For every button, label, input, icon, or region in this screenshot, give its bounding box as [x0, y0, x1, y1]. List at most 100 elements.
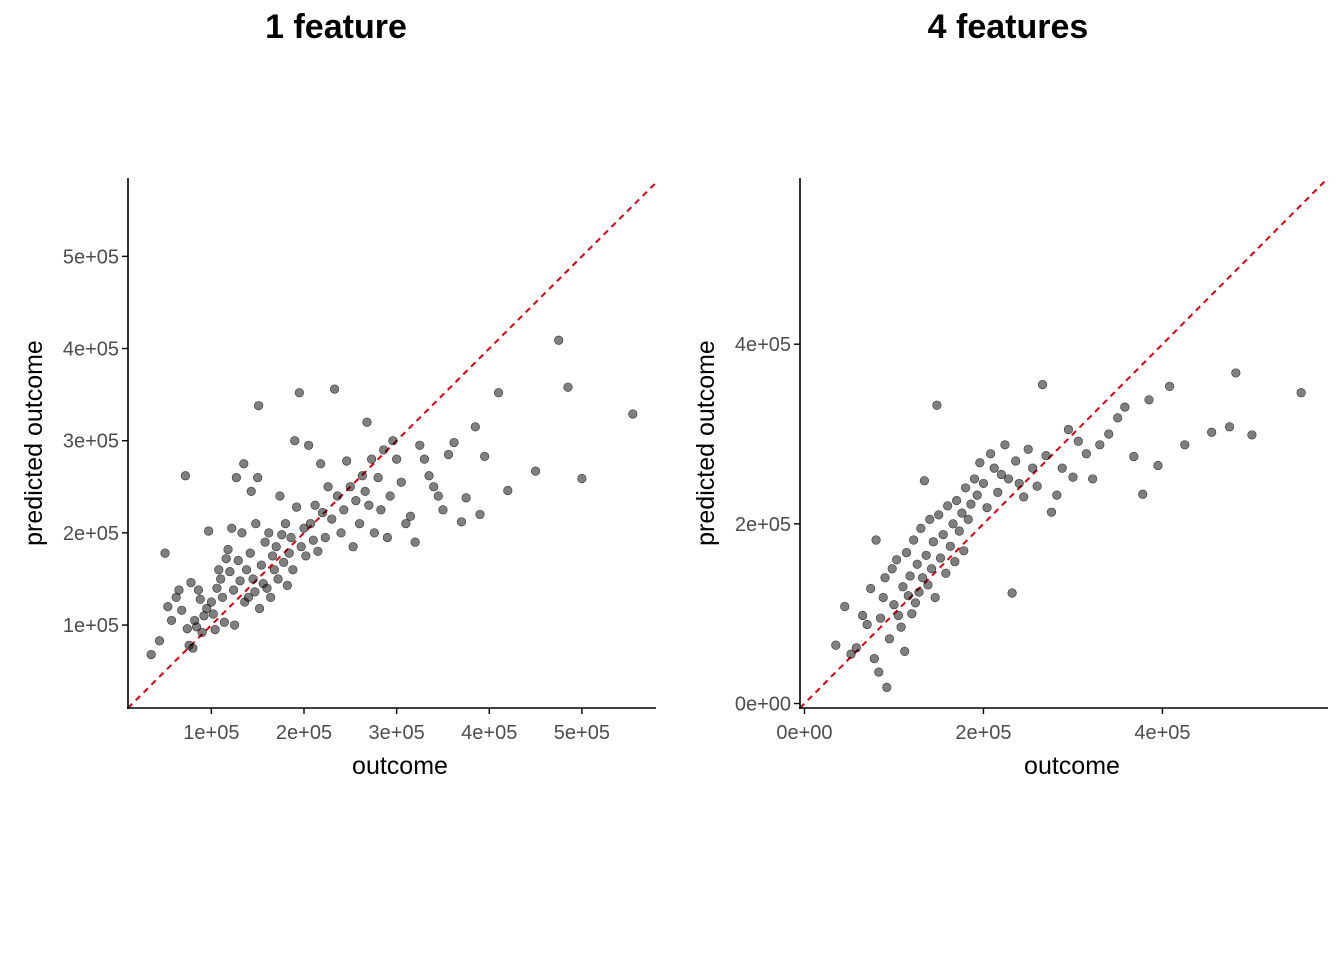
data-point [928, 537, 938, 547]
data-point [869, 653, 879, 664]
data-point [935, 553, 946, 563]
data-point [443, 449, 454, 460]
data-point [893, 610, 904, 621]
data-point [978, 478, 989, 489]
x-tick-label: 5e+05 [554, 722, 610, 744]
data-point [163, 602, 173, 612]
data-point [878, 592, 888, 603]
data-point [197, 627, 207, 638]
data-point [360, 486, 370, 496]
data-point [250, 587, 260, 597]
data-point [831, 640, 841, 650]
data-point [938, 530, 948, 540]
data-point [1180, 440, 1190, 450]
data-point [960, 483, 971, 493]
data-point [339, 505, 349, 515]
data-point [305, 519, 316, 529]
scatter-plot-4-features: 0e+00 2e+05 4e+05 0e+00 2e+05 4e+05 outcome pre… [692, 177, 1329, 780]
data-point [231, 472, 241, 483]
data-point [301, 551, 311, 561]
data-point [840, 601, 850, 612]
data-point [210, 625, 220, 635]
data-point [1000, 440, 1010, 450]
data-point [180, 471, 191, 481]
data-point [503, 485, 513, 496]
data-point [279, 557, 289, 567]
data-point [909, 535, 919, 545]
data-point [880, 573, 890, 583]
data-point [410, 537, 420, 547]
data-point [212, 583, 222, 593]
data-point [396, 477, 406, 487]
data-point [884, 634, 895, 644]
data-point [401, 519, 411, 529]
x-tick-label: 4e+05 [1134, 722, 1190, 744]
data-point [221, 554, 231, 564]
data-point [299, 523, 309, 533]
data-point [470, 422, 480, 432]
data-point [993, 487, 1003, 498]
data-point [975, 458, 985, 468]
data-point [1028, 463, 1038, 473]
chart-panel-1-feature: 1 feature 1e+05 2e+05 3e+05 4e+05 5e+05 1e+05… [20, 8, 657, 780]
data-point [1095, 440, 1105, 450]
data-point [294, 388, 304, 398]
data-point [1165, 381, 1175, 392]
data-point [948, 519, 958, 529]
data-point [216, 574, 226, 584]
data-point [177, 605, 187, 615]
data-point [896, 622, 906, 632]
data-point [950, 556, 960, 567]
data-point [914, 587, 924, 597]
data-point [989, 463, 999, 473]
data-point [405, 511, 416, 521]
data-point [251, 519, 261, 529]
data-point [186, 578, 196, 588]
data-point [480, 451, 490, 461]
data-point [327, 514, 337, 524]
data-point [348, 542, 358, 552]
x-axis-title: outcome [352, 752, 448, 780]
data-point [1014, 478, 1024, 489]
data-point [972, 490, 982, 500]
data-point [188, 643, 198, 653]
data-point [456, 517, 467, 527]
data-point [986, 449, 996, 459]
data-point [1104, 429, 1114, 439]
data-point [237, 528, 247, 538]
data-point [217, 592, 228, 602]
data-point [858, 610, 868, 621]
y-tick-label: 2e+05 [735, 514, 791, 536]
data-point [921, 550, 931, 560]
data-point [233, 555, 243, 566]
data-point [1007, 588, 1017, 598]
x-tick-label: 4e+05 [461, 722, 517, 744]
y-tick-label: 5e+05 [63, 246, 119, 268]
data-point [266, 592, 276, 602]
data-point [874, 667, 884, 677]
data-point [901, 547, 912, 558]
y-tick-label: 0e+00 [735, 694, 791, 716]
data-point [260, 537, 270, 547]
data-point [1207, 427, 1217, 437]
data-point [195, 594, 205, 604]
data-point [227, 523, 237, 533]
data-point [419, 454, 430, 464]
data-point [461, 493, 471, 503]
data-point [1144, 395, 1154, 405]
data-point [943, 501, 953, 511]
data-point [919, 476, 929, 486]
reference-line-y-equals-x [799, 177, 1329, 709]
data-point [379, 445, 389, 455]
data-point [332, 491, 342, 501]
data-point [910, 598, 921, 608]
data-point [1073, 436, 1083, 446]
data-point [424, 471, 434, 481]
data-point [320, 532, 330, 543]
data-point [1120, 402, 1130, 412]
data-point [1231, 368, 1241, 378]
data-point [304, 440, 314, 450]
data-point [1068, 472, 1078, 482]
x-tick-label: 2e+05 [955, 722, 1011, 744]
data-point [1046, 507, 1057, 517]
